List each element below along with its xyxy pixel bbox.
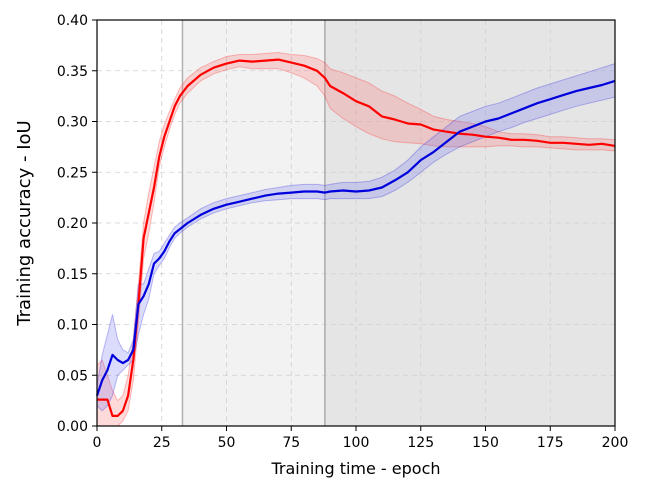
x-axis-label: Training time - epoch [270,459,440,478]
y-tick-label: 0.35 [57,64,88,80]
y-tick-label: 0.15 [57,267,88,283]
y-tick-label: 0.25 [57,165,88,181]
x-tick-label: 200 [602,435,629,451]
x-tick-label: 150 [472,435,499,451]
x-tick-label: 25 [153,435,171,451]
x-axis-ticks: 0 25 50 75 100 125 150 175 200 [93,426,629,451]
x-tick-label: 50 [218,435,236,451]
series-2-line [95,79,616,396]
x-tick-label: 125 [407,435,434,451]
y-tick-label: 0.10 [57,318,88,334]
y-tick-label: 0.20 [57,216,88,232]
x-tick-label: 100 [343,435,370,451]
x-tick-label: 0 [93,435,102,451]
y-tick-label: 0.00 [57,419,88,435]
series-1-line [97,58,616,417]
y-tick-label: 0.05 [57,368,88,384]
y-tick-label: 0.40 [57,13,88,29]
y-tick-label: 0.30 [57,115,88,131]
series-lines [95,58,616,417]
x-tick-label: 75 [282,435,300,451]
y-axis-ticks: 0.00 0.05 0.10 0.15 0.20 0.25 0.30 0.35 0.40 [57,13,97,435]
y-axis-label: Training accuracy - IoU [14,120,35,326]
x-tick-label: 175 [537,435,564,451]
vertical-markers [181,20,326,426]
